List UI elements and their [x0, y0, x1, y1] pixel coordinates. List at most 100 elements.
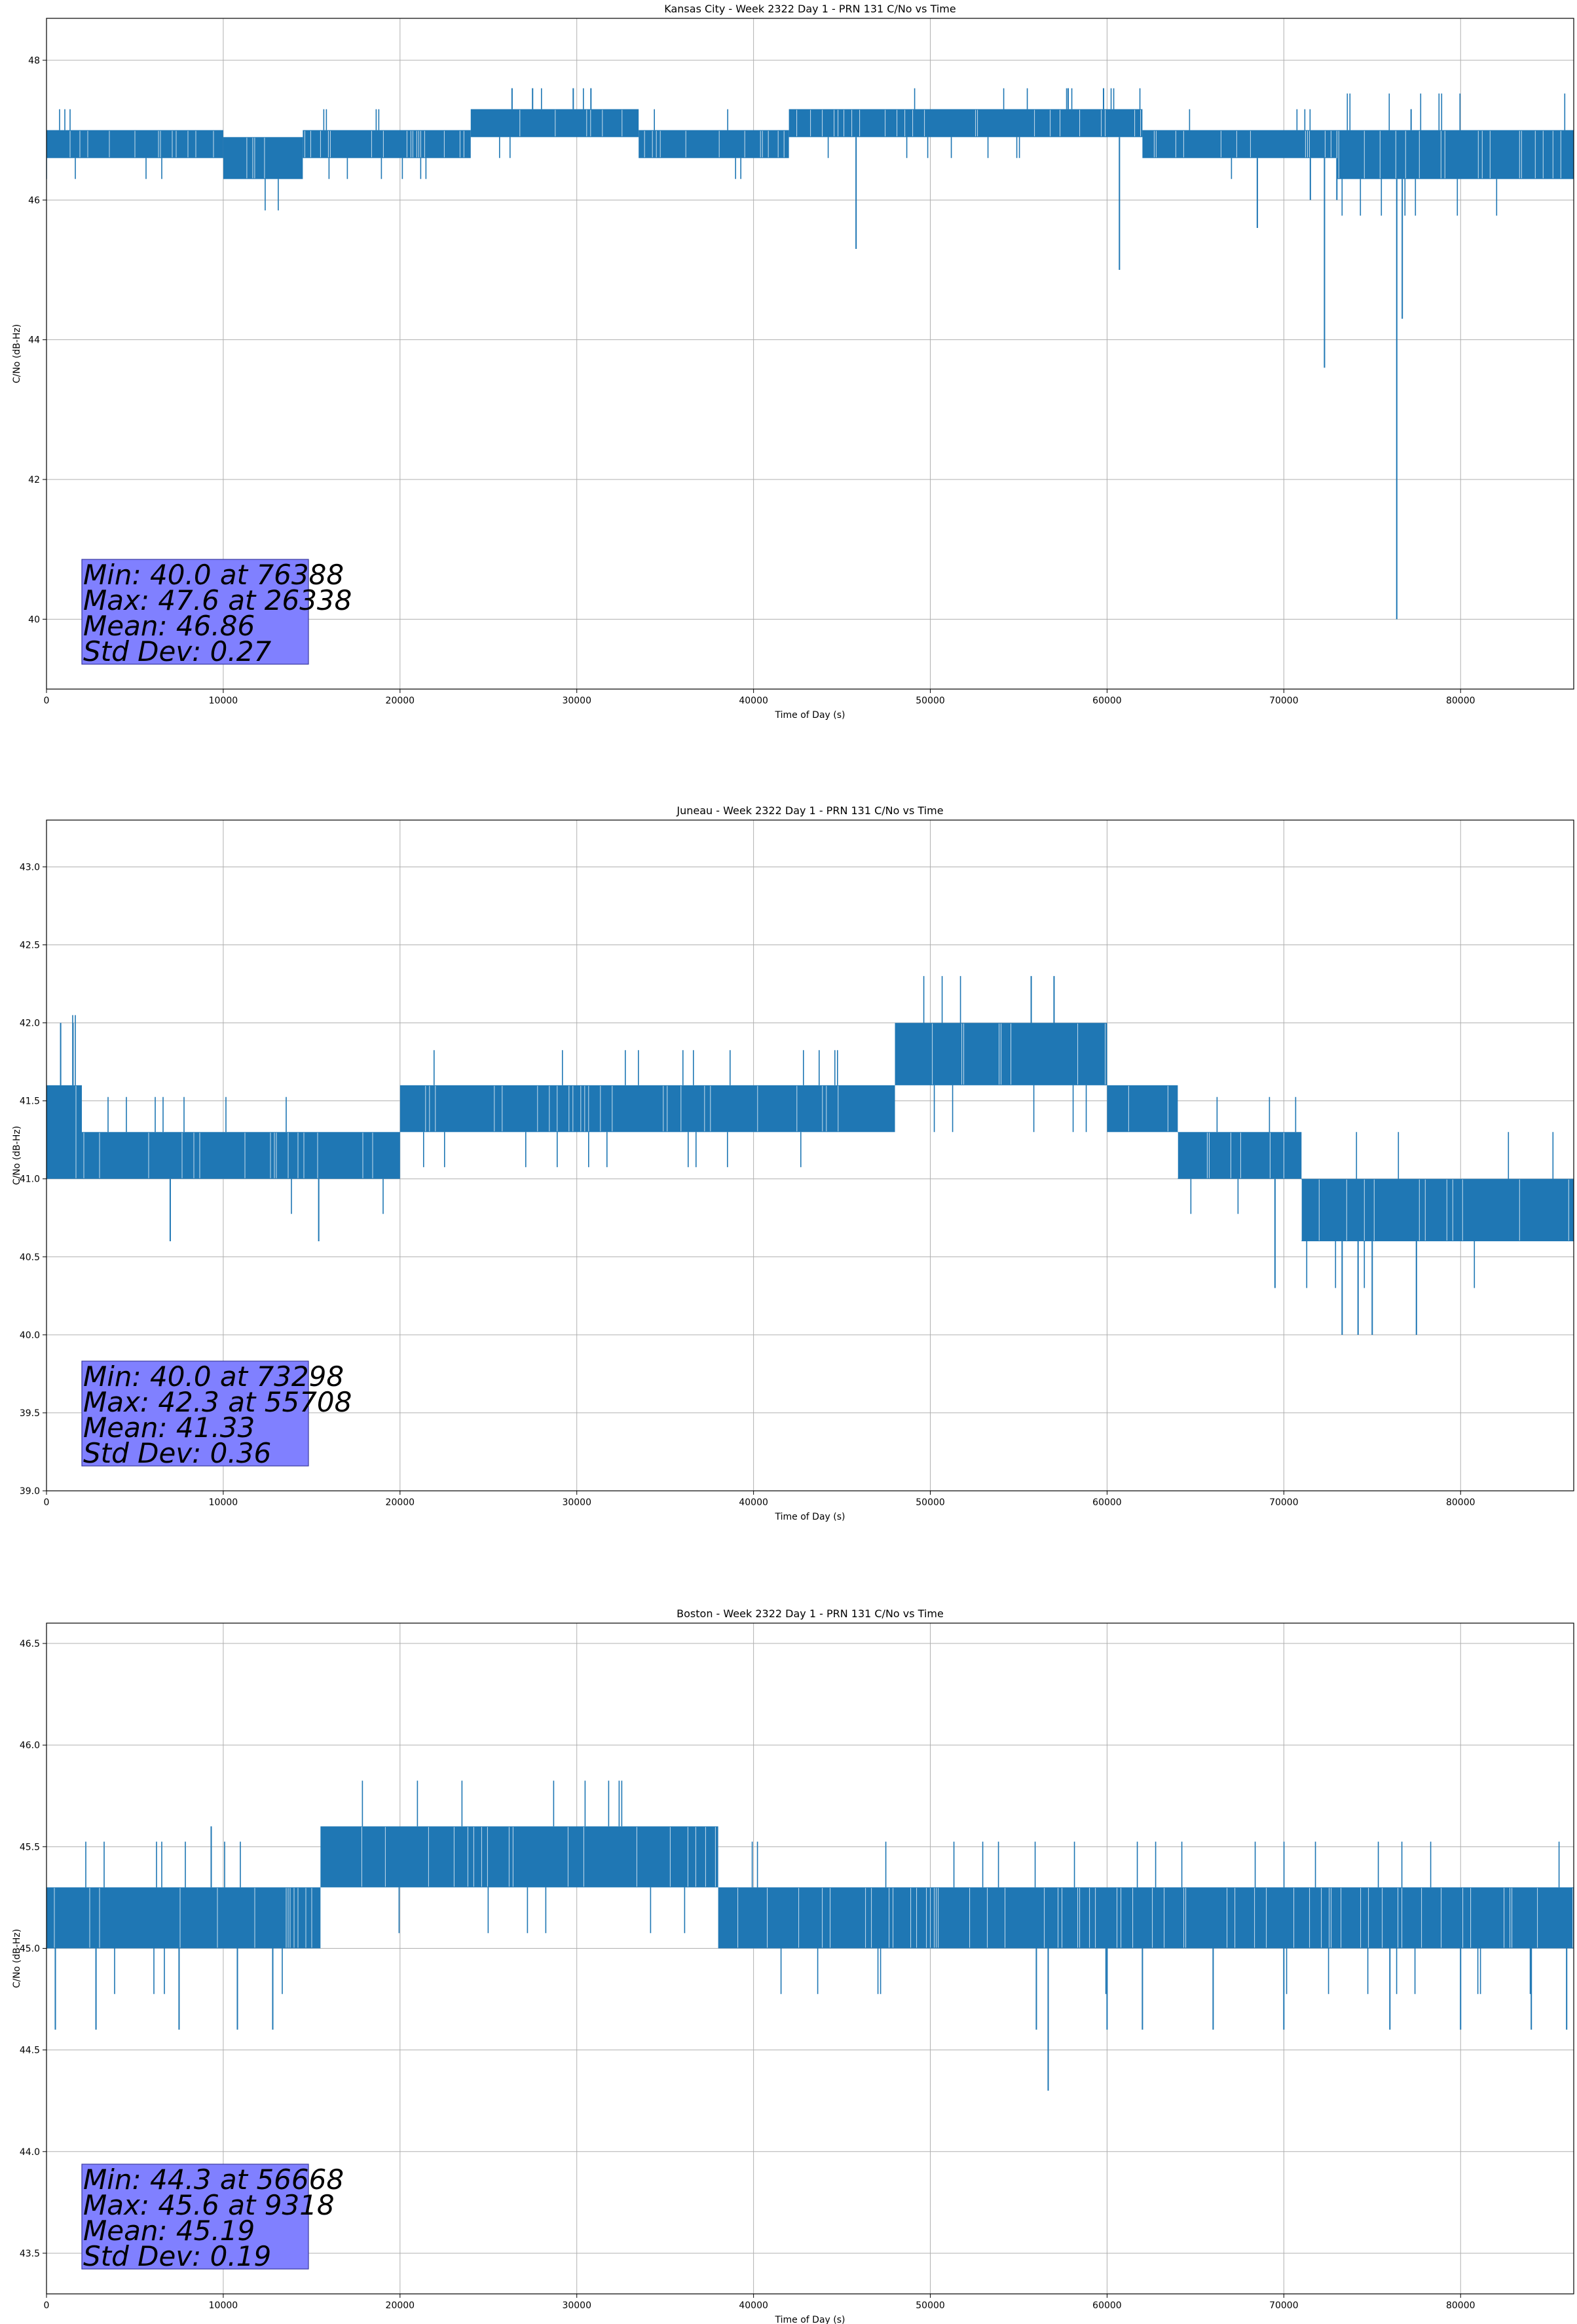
y-tick-label: 41.5: [20, 1096, 40, 1107]
series-excursions: [323, 109, 427, 179]
x-tick-label: 30000: [562, 1497, 591, 1508]
y-tick-label: 39.5: [20, 1408, 40, 1419]
x-tick-label: 10000: [209, 1497, 238, 1508]
x-tick-label: 10000: [209, 696, 238, 706]
y-axis-label: C/No (dB-Hz): [12, 1929, 22, 1988]
series-gap-texture: [644, 130, 785, 158]
stats-line: Min: 40.0 at 76388: [83, 559, 344, 591]
y-tick-label: 43.5: [20, 2249, 40, 2259]
series-excursions: [265, 179, 279, 211]
data-series: [46, 1780, 1574, 2091]
x-tick-label: 0: [44, 696, 50, 706]
x-tick-label: 70000: [1269, 2300, 1299, 2311]
x-tick-label: 60000: [1092, 2300, 1122, 2311]
x-tick-label: 60000: [1092, 696, 1122, 706]
y-tick-label: 42: [28, 475, 40, 485]
chart-panel-3: 0 10000 20000 30000 40000 50000 60000 70000 8000…: [12, 1607, 1574, 2324]
plot-frame: [46, 819, 1574, 1491]
series-band: [1142, 130, 1337, 159]
y-tick-label: 44: [28, 335, 40, 346]
plot-frame: [46, 1622, 1574, 2295]
series-excursions: [827, 88, 1141, 159]
series-gap-texture: [361, 1827, 716, 1887]
y-tick-label: 44.0: [20, 2147, 40, 2158]
x-tick-label: 40000: [739, 696, 768, 706]
y-tick-label: 45.0: [20, 1943, 40, 1954]
x-tick-label: 60000: [1092, 1497, 1122, 1508]
y-tick-label: 40: [28, 614, 40, 625]
series-gap-texture: [304, 130, 464, 158]
x-tick-label: 20000: [386, 1497, 415, 1508]
series-excursions: [85, 1841, 283, 1995]
x-tick-label: 70000: [1269, 696, 1299, 706]
stats-line: Max: 45.6 at 9318: [83, 2189, 335, 2221]
series-excursions: [923, 976, 1087, 1133]
series-gap-texture: [1301, 1179, 1569, 1241]
x-tick-label: 20000: [386, 2300, 415, 2311]
stats-box-background: [81, 559, 309, 665]
series-gap-texture: [69, 130, 214, 158]
series-band: [788, 109, 1143, 138]
series-gap-texture: [54, 1888, 312, 1948]
series-band: [1178, 1132, 1302, 1179]
y-tick-label: 42.5: [20, 941, 40, 951]
x-axis-label: Time of Day (s): [775, 1512, 845, 1522]
series-band: [399, 1085, 895, 1133]
x-tick-label: 10000: [209, 2300, 238, 2311]
y-tick-label: 42.0: [20, 1019, 40, 1029]
x-tick-label: 0: [44, 1497, 50, 1508]
series-band: [46, 1085, 82, 1179]
x-tick-label: 70000: [1269, 1497, 1299, 1508]
x-axis-label: Time of Day (s): [775, 710, 845, 721]
x-tick-label: 0: [44, 2300, 50, 2311]
series-gap-texture: [83, 1133, 373, 1178]
chart-title: Kansas City - Week 2322 Day 1 - PRN 131 …: [664, 3, 955, 15]
y-axis-label: C/No (dB-Hz): [12, 324, 22, 383]
series-gap-texture: [46, 1085, 77, 1178]
series-gap-texture: [1177, 1133, 1284, 1178]
x-tick-label: 80000: [1446, 2300, 1475, 2311]
series-excursions: [1306, 1132, 1554, 1288]
series-band: [81, 1132, 400, 1179]
y-tick-label: 40.0: [20, 1330, 40, 1341]
stats-line: Std Dev: 0.19: [83, 2240, 271, 2272]
series-excursions: [1190, 1096, 1297, 1214]
stats-line: Mean: 46.86: [83, 610, 255, 642]
series-gap-texture: [932, 1023, 1106, 1085]
series-gap-texture: [425, 1085, 839, 1132]
series-gap-texture: [519, 109, 623, 137]
series-gap-texture: [1336, 130, 1561, 179]
y-axis-label: C/No (dB-Hz): [12, 1126, 22, 1185]
series-band: [1301, 1178, 1574, 1241]
y-tick-label: 46.0: [20, 1740, 40, 1751]
data-series: [46, 88, 1574, 620]
series-band: [303, 130, 471, 159]
series-excursions: [107, 1096, 384, 1214]
stats-line: Std Dev: 0.27: [83, 635, 271, 667]
y-tick-label: 39.0: [20, 1486, 40, 1497]
stats-line: Mean: 41.33: [83, 1412, 255, 1444]
stats-box-background: [81, 2164, 309, 2270]
plot-frame: [46, 18, 1574, 690]
x-tick-label: 80000: [1446, 696, 1475, 706]
x-tick-label: 30000: [562, 696, 591, 706]
series-band: [1337, 130, 1574, 179]
series-band: [470, 109, 639, 138]
chart-panel-1: 0 10000 20000 30000 40000 50000 60000 70000 8000…: [12, 3, 1574, 721]
stats-line: Min: 44.3 at 56668: [83, 2164, 344, 2196]
series-band: [46, 1887, 321, 1949]
series-excursions: [46, 109, 162, 179]
series-band: [320, 1826, 718, 1888]
stats-line: Max: 42.3 at 55708: [83, 1386, 352, 1418]
chart-title: Juneau - Week 2322 Day 1 - PRN 131 C/No …: [676, 804, 943, 817]
series-excursions: [362, 1780, 686, 1934]
y-tick-label: 48: [28, 56, 40, 66]
y-tick-label: 41.0: [20, 1174, 40, 1185]
stats-line: Max: 47.6 at 26338: [83, 584, 352, 616]
x-tick-label: 50000: [916, 2300, 945, 2311]
series-excursions: [1189, 109, 1311, 179]
y-tick-label: 45.5: [20, 1842, 40, 1852]
